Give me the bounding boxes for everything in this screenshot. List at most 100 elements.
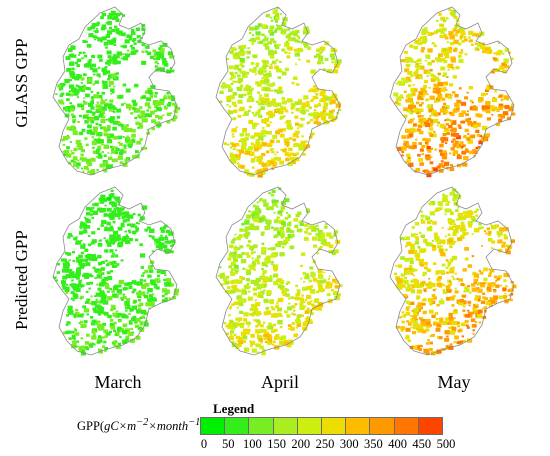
gpp-pixel [91, 256, 98, 262]
gpp-pixel [300, 277, 303, 280]
gpp-pixel [230, 333, 233, 336]
gpp-pixel [231, 101, 237, 106]
gpp-pixel [287, 324, 292, 328]
gpp-pixel [491, 108, 495, 112]
gpp-pixel [433, 112, 439, 117]
gpp-pixel [220, 283, 224, 286]
gpp-pixel [454, 272, 457, 275]
gpp-pixel [231, 128, 237, 133]
gpp-pixel [282, 106, 287, 110]
gpp-pixel [153, 54, 158, 58]
gpp-pixel [97, 66, 101, 69]
gpp-pixel [397, 146, 403, 152]
gpp-pixel [508, 294, 511, 297]
gpp-pixel [112, 221, 116, 224]
gpp-pixel [413, 325, 418, 330]
gpp-pixel [440, 108, 446, 113]
gpp-pixel [80, 149, 85, 153]
gpp-pixel [112, 234, 117, 239]
gpp-pixel [434, 76, 439, 81]
gpp-pixel [227, 257, 232, 261]
gpp-pixel [405, 245, 408, 248]
gpp-pixel [135, 324, 140, 328]
gpp-pixel [443, 72, 447, 76]
gpp-pixel [276, 89, 282, 94]
gpp-pixel [452, 188, 457, 192]
gpp-pixel [495, 284, 500, 288]
gpp-pixel [236, 237, 242, 241]
gpp-pixel [111, 14, 115, 17]
gpp-pixel [435, 240, 438, 243]
gpp-pixel [491, 240, 496, 244]
gpp-pixel [137, 126, 140, 129]
gpp-pixel [441, 140, 444, 144]
gpp-pixel [393, 92, 399, 97]
gpp-pixel [174, 114, 177, 117]
gpp-pixel [412, 315, 417, 320]
gpp-pixel [253, 113, 257, 117]
gpp-pixel [123, 144, 127, 147]
gpp-pixel [313, 111, 319, 117]
gpp-pixel [433, 130, 436, 133]
gpp-pixel [273, 328, 278, 332]
gpp-pixel [473, 278, 478, 283]
gpp-pixel [272, 323, 276, 327]
gpp-pixel [236, 86, 240, 90]
gpp-pixel [75, 240, 82, 245]
gpp-pixel [226, 290, 231, 294]
gpp-pixel [486, 227, 490, 231]
gpp-pixel [464, 257, 469, 261]
gpp-pixel [135, 222, 139, 224]
gpp-pixel [105, 263, 110, 267]
gpp-pixel [412, 117, 415, 120]
gpp-pixel [237, 322, 242, 327]
gpp-pixel [333, 249, 339, 254]
gpp-pixel [263, 218, 267, 222]
gpp-pixel [91, 206, 95, 210]
gpp-pixel [237, 320, 240, 322]
gpp-pixel [421, 30, 427, 35]
gpp-pixel [71, 115, 76, 119]
gpp-pixel [449, 296, 455, 300]
gpp-pixel [154, 65, 158, 68]
gpp-pixel [101, 36, 107, 41]
gpp-pixel [90, 157, 96, 162]
gpp-pixel [261, 88, 264, 91]
gpp-pixel [468, 304, 471, 307]
gpp-pixel [281, 241, 287, 246]
gpp-pixel [488, 268, 491, 271]
gpp-pixel [257, 91, 260, 94]
gpp-pixel [78, 313, 84, 318]
legend-tick-label: 200 [291, 437, 311, 451]
gpp-pixel [435, 235, 439, 239]
gpp-pixel [155, 286, 160, 290]
gpp-pixel [251, 262, 257, 266]
gpp-pixel [76, 58, 82, 63]
gpp-pixel [144, 269, 149, 274]
gpp-pixel [138, 295, 142, 298]
gpp-pixel [458, 87, 462, 90]
gpp-pixel [425, 98, 429, 102]
gpp-pixel [410, 326, 413, 329]
gpp-pixel [297, 211, 302, 216]
gpp-pixel [69, 105, 76, 110]
gpp-pixel [302, 321, 308, 326]
gpp-pixel [97, 254, 102, 259]
gpp-pixel [319, 112, 325, 118]
gpp-pixel [427, 220, 432, 225]
gpp-pixel [308, 232, 312, 236]
gpp-pixel [92, 203, 96, 206]
gpp-pixel [455, 321, 460, 325]
gpp-pixel [419, 108, 424, 112]
gpp-pixel [454, 287, 457, 290]
gpp-pixel [138, 122, 143, 126]
gpp-pixel [465, 118, 470, 123]
gpp-pixel [304, 223, 308, 227]
gpp-pixel [114, 240, 117, 243]
gpp-pixel [302, 147, 307, 151]
gpp-pixel [460, 49, 463, 51]
gpp-pixel [98, 75, 101, 78]
gpp-pixel [394, 272, 398, 276]
gpp-pixel [508, 289, 510, 292]
gpp-pixel [73, 237, 78, 241]
